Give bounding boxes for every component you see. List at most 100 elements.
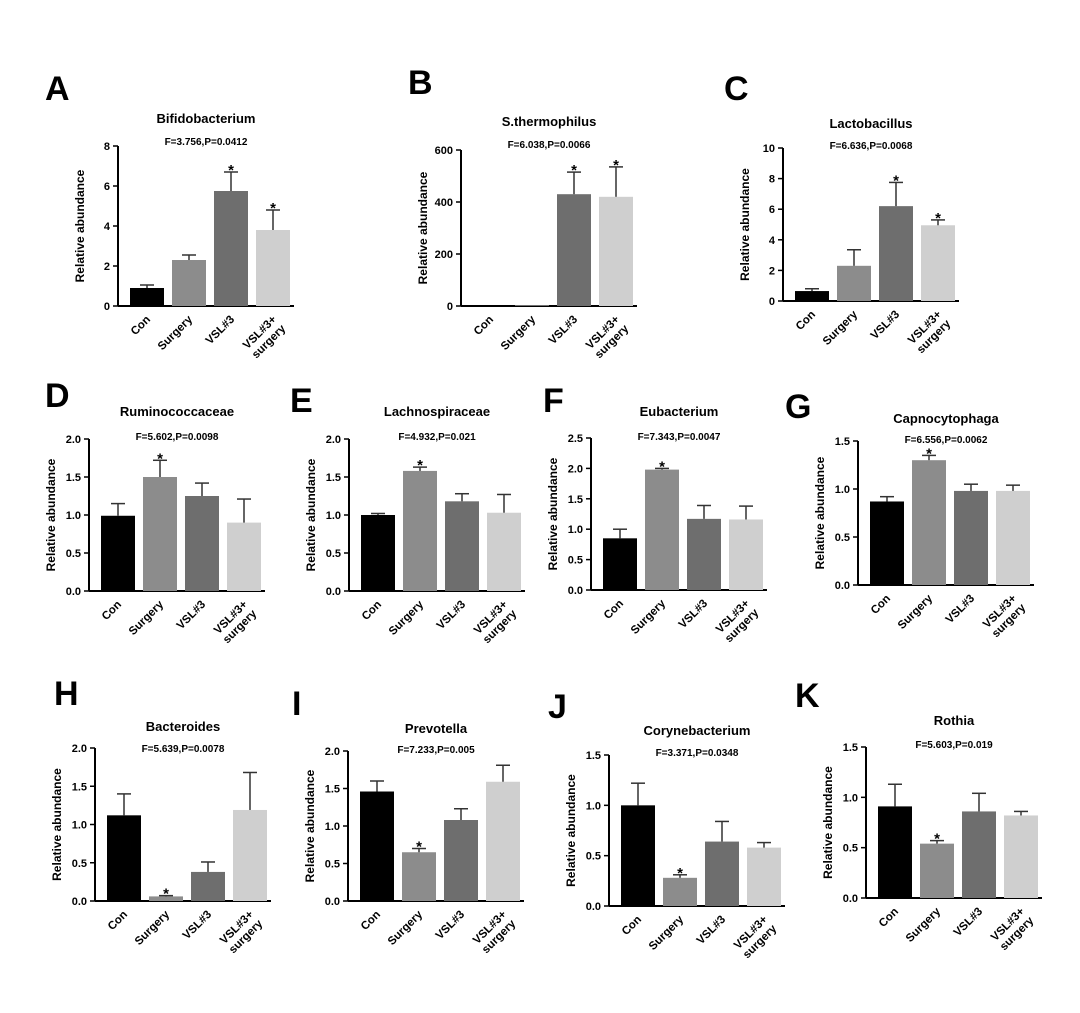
x-category-label: Surgery: [499, 313, 539, 353]
x-category-label: VSL#3: [677, 598, 710, 631]
panel-letter: F: [543, 382, 564, 420]
y-tick-label: 1.5: [326, 472, 341, 484]
significance-star: *: [228, 162, 234, 179]
x-category-label-line: Surgery: [821, 308, 861, 348]
x-category-label-line: Con: [869, 593, 893, 617]
chart-panel-k: K Rothia F=5.603,P=0.019 0.0 0.5 1.0 1.5 Relati…: [795, 677, 1042, 953]
panel-letter: I: [292, 685, 301, 723]
bar: [729, 519, 763, 590]
bar: [920, 843, 954, 898]
x-category-label: VSL#3+surgery: [714, 597, 762, 645]
chart-stat-text: F=6.038,P=0.0066: [508, 140, 591, 151]
x-category-label: VSL#3: [869, 309, 902, 342]
x-category-label: Surgery: [133, 908, 173, 948]
bar: [912, 460, 946, 585]
y-tick-label: 8: [104, 141, 110, 153]
y-tick-label: 0.0: [326, 586, 341, 598]
x-category-label-line: Con: [129, 314, 153, 338]
bar: [227, 522, 261, 591]
x-category-label-line: Surgery: [647, 913, 687, 953]
chart-stat-text: F=6.636,P=0.0068: [830, 141, 913, 152]
y-tick-label: 1.5: [66, 472, 81, 484]
y-tick-label: 0.5: [326, 548, 341, 560]
x-category-label-line: Con: [602, 598, 626, 622]
y-tick-label: 1.5: [72, 781, 87, 793]
chart-stat-text: F=5.603,P=0.019: [915, 740, 993, 751]
chart-panel-h: H Bacteroides F=5.639,P=0.0078 0.0 0.5 1.0 1.5…: [50, 675, 271, 956]
bar: [870, 501, 904, 585]
y-axis-label: Relative abundance: [813, 456, 827, 569]
bar: [473, 305, 507, 306]
bar: [149, 896, 183, 901]
y-tick-label: 1.5: [568, 494, 583, 506]
x-category-label: Con: [360, 599, 384, 623]
significance-star: *: [157, 450, 163, 467]
bar: [878, 806, 912, 898]
x-category-label: VSL#3: [435, 599, 468, 632]
chart-title: Rothia: [934, 713, 975, 728]
y-axis-label: Relative abundance: [416, 171, 430, 284]
x-category-label-line: Surgery: [156, 313, 196, 353]
x-category-label-line: VSL#3: [434, 909, 467, 942]
panel-letter: B: [408, 64, 433, 102]
bar: [557, 194, 591, 306]
x-category-label-line: Con: [360, 599, 384, 623]
y-tick-label: 6: [769, 204, 775, 216]
x-category-label: Con: [620, 914, 644, 938]
x-category-label: Surgery: [386, 908, 426, 948]
x-category-label-line: VSL#3: [175, 599, 208, 632]
bar: [130, 288, 164, 306]
y-tick-label: 0: [447, 301, 453, 313]
x-category-label-line: VSL#3: [869, 309, 902, 342]
significance-star: *: [416, 839, 422, 856]
bar: [101, 515, 135, 591]
chart-stat-text: F=5.639,P=0.0078: [142, 744, 225, 755]
bar: [1004, 815, 1038, 898]
bar: [663, 877, 697, 906]
y-tick-label: 0.5: [325, 859, 340, 871]
panel-letter: H: [54, 675, 79, 713]
x-category-label: Con: [472, 314, 496, 338]
panel-letter: J: [548, 688, 567, 726]
x-category-label: Surgery: [127, 598, 167, 638]
y-tick-label: 2.0: [326, 434, 341, 446]
y-tick-label: 1.0: [835, 484, 850, 496]
bar: [621, 805, 655, 906]
chart-title: Prevotella: [405, 721, 468, 736]
x-category-label: VSL#3: [952, 906, 985, 939]
y-tick-label: 0.0: [843, 893, 858, 905]
y-tick-label: 2: [104, 261, 110, 273]
bar: [402, 852, 436, 901]
x-category-label: Con: [359, 909, 383, 933]
y-tick-label: 2.0: [66, 434, 81, 446]
bar: [214, 191, 248, 306]
y-axis-label: Relative abundance: [821, 766, 835, 879]
x-category-label: VSL#3+surgery: [584, 313, 632, 361]
x-category-label: VSL#3+surgery: [906, 308, 954, 356]
significance-star: *: [893, 172, 899, 189]
y-axis-label: Relative abundance: [738, 168, 752, 281]
y-tick-label: 200: [435, 249, 453, 261]
chart-stat-text: F=5.602,P=0.0098: [136, 432, 219, 443]
x-category-label: Con: [602, 598, 626, 622]
x-category-label: Con: [106, 909, 130, 933]
bar: [403, 470, 437, 591]
bar: [191, 871, 225, 901]
x-category-label-line: Con: [472, 314, 496, 338]
bar: [954, 490, 988, 585]
bar: [747, 847, 781, 906]
x-category-label: VSL#3: [434, 909, 467, 942]
bar: [445, 501, 479, 591]
x-category-label: VSL#3+surgery: [989, 905, 1037, 953]
y-axis-label: Relative abundance: [73, 169, 87, 282]
chart-title: Lactobacillus: [829, 116, 912, 131]
chart-panel-j: J Corynebacterium F=3.371,P=0.0348 0.0 0.5 1.…: [548, 688, 785, 961]
y-tick-label: 400: [435, 197, 453, 209]
chart-panel-c: C Lactobacillus F=6.636,P=0.0068 0 2 4 6 8 10 Rel…: [724, 70, 959, 356]
x-category-label-line: VSL#3: [204, 314, 237, 347]
bar: [487, 512, 521, 591]
y-tick-label: 2: [769, 265, 775, 277]
chart-panel-i: I Prevotella F=7.233,P=0.005 0.0 0.5 1.0 1.5 2.…: [292, 685, 524, 956]
x-category-label-line: VSL#3: [952, 906, 985, 939]
